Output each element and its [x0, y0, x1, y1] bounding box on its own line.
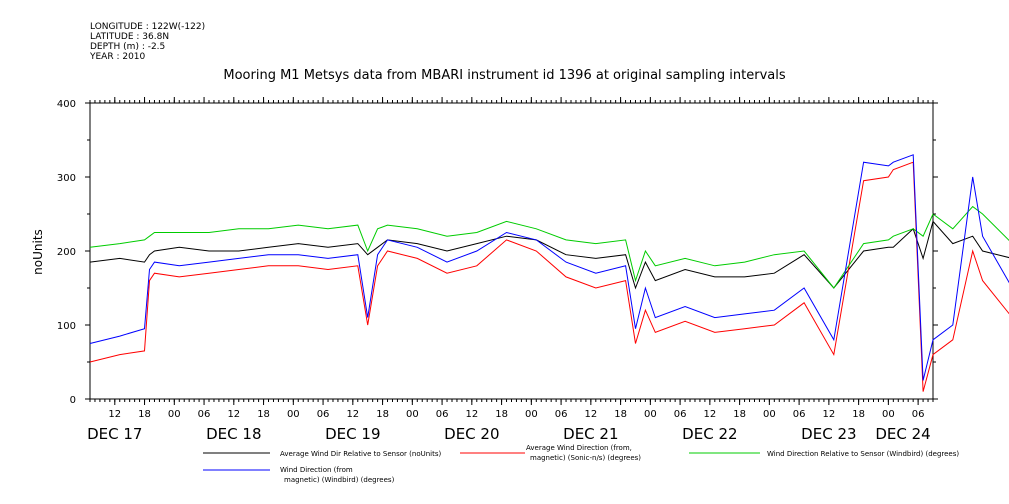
x-tick-label: 12	[703, 409, 716, 420]
x-day-label: DEC 17	[87, 425, 142, 443]
x-tick-label: 00	[525, 409, 538, 420]
x-tick-label: 06	[674, 409, 687, 420]
chart-title: Mooring M1 Metsys data from MBARI instru…	[223, 68, 786, 83]
legend-label-black: Average Wind Dir Relative to Sensor (noU…	[280, 450, 441, 458]
x-tick-label: 18	[257, 409, 270, 420]
legend-label-red-2: magnetic) (Sonic-n/s) (degrees)	[530, 454, 641, 462]
legend-label-green: Wind Direction Relative to Sensor (Windb…	[767, 450, 959, 458]
x-tick-label: 18	[376, 409, 389, 420]
y-tick-label: 0	[70, 395, 76, 406]
series-line-0	[89, 220, 1009, 290]
x-tick-label: 06	[436, 409, 449, 420]
y-tick-label: 300	[57, 173, 76, 184]
x-tick-label: 00	[644, 409, 657, 420]
x-tick-label: 00	[168, 409, 181, 420]
x-tick-label: 12	[822, 409, 835, 420]
series-line-2	[89, 205, 1009, 289]
metadata-block: LONGITUDE : 122W(-122) LATITUDE : 36.8N …	[90, 22, 205, 62]
y-tick-label: 400	[57, 99, 76, 110]
x-tick-label: 06	[793, 409, 806, 420]
year-label: YEAR : 2010	[90, 52, 146, 62]
y-tick-label: 200	[57, 247, 76, 258]
x-tick-label: 18	[852, 409, 865, 420]
x-tick-label: 00	[406, 409, 419, 420]
latitude-label: LATITUDE : 36.8N	[90, 32, 170, 42]
x-tick-label: 12	[227, 409, 240, 420]
x-tick-label: 06	[317, 409, 330, 420]
depth-label: DEPTH (m) : -2.5	[90, 42, 166, 52]
x-tick-label: 12	[108, 409, 121, 420]
x-tick-label: 18	[614, 409, 627, 420]
x-tick-label: 00	[763, 409, 776, 420]
x-day-label: DEC 22	[682, 425, 737, 443]
legend-label-red-1: Average Wind Direction (from,	[526, 444, 632, 452]
x-tick-label: 00	[287, 409, 300, 420]
y-axis-label: noUnits	[31, 229, 45, 275]
x-day-label: DEC 23	[801, 425, 856, 443]
x-day-label: DEC 20	[444, 425, 499, 443]
x-day-label: DEC 19	[325, 425, 380, 443]
x-day-label: DEC 21	[563, 425, 618, 443]
legend: Average Wind Dir Relative to Sensor (noU…	[203, 444, 959, 484]
x-tick-label: 18	[138, 409, 151, 420]
series-line-3	[89, 154, 1009, 381]
legend-label-blue-1: Wind Direction (from	[280, 466, 353, 474]
longitude-label: LONGITUDE : 122W(-122)	[90, 22, 206, 32]
legend-label-blue-2: magnetic) (Windbird) (degrees)	[284, 476, 395, 484]
x-tick-label: 06	[555, 409, 568, 420]
x-day-label: DEC 24	[875, 425, 930, 443]
y-tick-label: 100	[57, 321, 76, 332]
x-tick-label: 00	[882, 409, 895, 420]
x-day-label: DEC 18	[206, 425, 261, 443]
x-tick-label: 18	[495, 409, 508, 420]
x-tick-label: 12	[346, 409, 359, 420]
x-tick-label: 12	[465, 409, 478, 420]
x-tick-label: 12	[584, 409, 597, 420]
series-line-1	[89, 161, 1009, 392]
x-tick-label: 18	[733, 409, 746, 420]
x-tick-label: 06	[198, 409, 211, 420]
x-tick-label: 06	[912, 409, 925, 420]
